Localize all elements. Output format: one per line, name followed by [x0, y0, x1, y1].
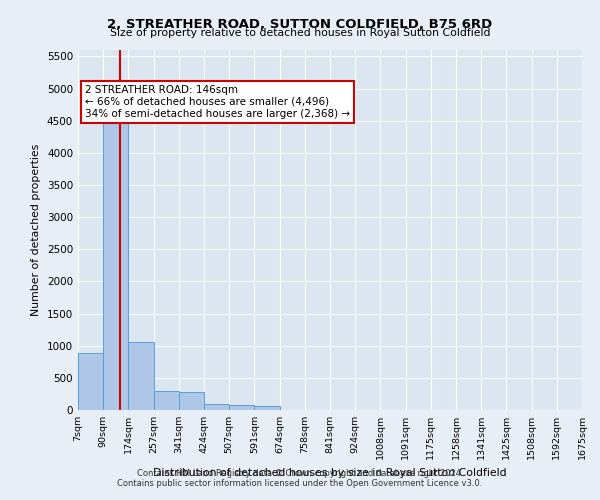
Text: 2 STREATHER ROAD: 146sqm
← 66% of detached houses are smaller (4,496)
34% of sem: 2 STREATHER ROAD: 146sqm ← 66% of detach… — [85, 86, 350, 118]
Text: 2, STREATHER ROAD, SUTTON COLDFIELD, B75 6RD: 2, STREATHER ROAD, SUTTON COLDFIELD, B75… — [107, 18, 493, 30]
Text: Contains public sector information licensed under the Open Government Licence v3: Contains public sector information licen… — [118, 478, 482, 488]
Bar — [204, 404, 229, 410]
Bar — [254, 406, 280, 410]
Bar — [78, 354, 103, 410]
Bar — [179, 392, 204, 410]
Text: Size of property relative to detached houses in Royal Sutton Coldfield: Size of property relative to detached ho… — [110, 28, 490, 38]
Bar — [103, 117, 128, 410]
X-axis label: Distribution of detached houses by size in Royal Sutton Coldfield: Distribution of detached houses by size … — [153, 468, 507, 477]
Bar — [128, 342, 154, 410]
Text: Contains HM Land Registry data © Crown copyright and database right 2024.: Contains HM Land Registry data © Crown c… — [137, 468, 463, 477]
Y-axis label: Number of detached properties: Number of detached properties — [31, 144, 41, 316]
Bar — [154, 392, 179, 410]
Bar — [229, 405, 254, 410]
